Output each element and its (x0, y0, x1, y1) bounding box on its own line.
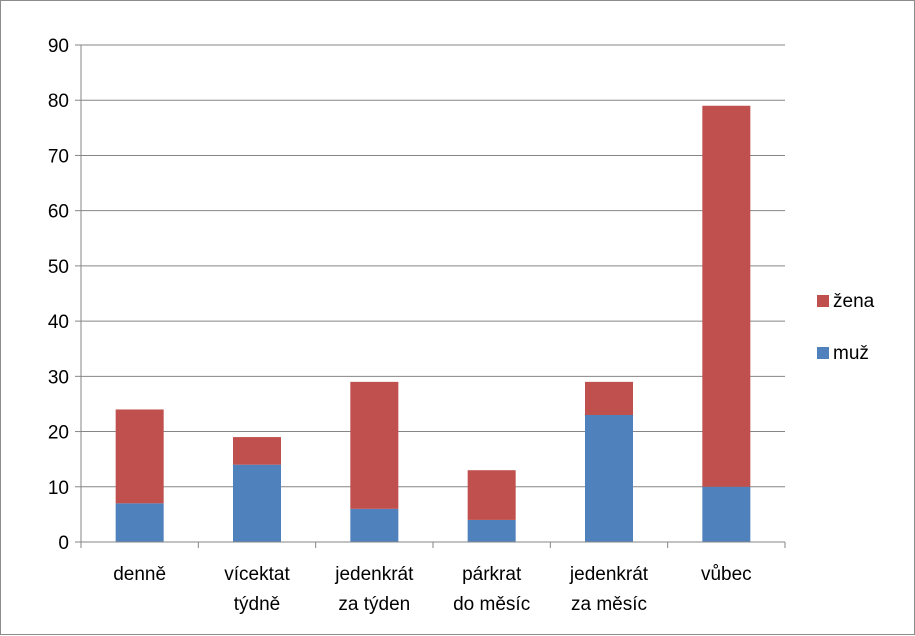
axes (75, 44, 786, 548)
bar-zena (233, 437, 281, 465)
x-category-label: jedenkrát (569, 564, 649, 585)
bar-muz (467, 519, 516, 542)
y-tick-label: 90 (48, 36, 69, 57)
x-category-label: za měsíc (571, 594, 647, 615)
bar-muz (350, 508, 399, 542)
bar-zena (350, 381, 399, 509)
legend-label-muz: muž (833, 343, 869, 364)
bar-muz (702, 486, 751, 542)
y-tick-label: 20 (48, 423, 69, 444)
bar-muz (115, 503, 164, 542)
y-tick-label: 70 (48, 146, 69, 167)
y-tick-label: 0 (58, 533, 69, 554)
bar-zena (702, 105, 751, 487)
x-category-label: do měsíc (453, 594, 530, 615)
y-tick-label: 10 (48, 478, 69, 499)
y-tick-label: 30 (48, 367, 69, 388)
y-tick-label: 50 (48, 257, 69, 278)
bar-zena (467, 470, 516, 520)
x-category-label: týdně (234, 594, 280, 615)
bar-muz (585, 414, 633, 542)
x-category-label: jedenkrát (334, 564, 414, 585)
gridlines (81, 44, 785, 488)
x-category-label: párkrat (462, 564, 522, 585)
x-category-label: vůbec (701, 564, 752, 585)
y-tick-label: 40 (48, 312, 69, 333)
legend: žena muž (817, 291, 875, 364)
bars (115, 105, 751, 542)
y-tick-labels: 0 10 20 30 40 50 60 70 80 90 (48, 36, 69, 554)
x-category-label: za týden (338, 594, 410, 615)
y-tick-label: 80 (48, 91, 69, 112)
x-category-labels: denně vícektat týdně jedenkrát za týden párkr… (113, 564, 751, 615)
bar-zena (115, 409, 164, 504)
legend-swatch-zena (817, 295, 829, 307)
x-category-label: vícektat (224, 564, 290, 585)
y-tick-label: 60 (48, 202, 69, 223)
legend-swatch-muz (817, 347, 829, 359)
bar-zena (585, 381, 633, 415)
x-category-label: denně (113, 564, 166, 585)
bar-muz (233, 464, 281, 542)
legend-label-zena: žena (833, 291, 875, 312)
